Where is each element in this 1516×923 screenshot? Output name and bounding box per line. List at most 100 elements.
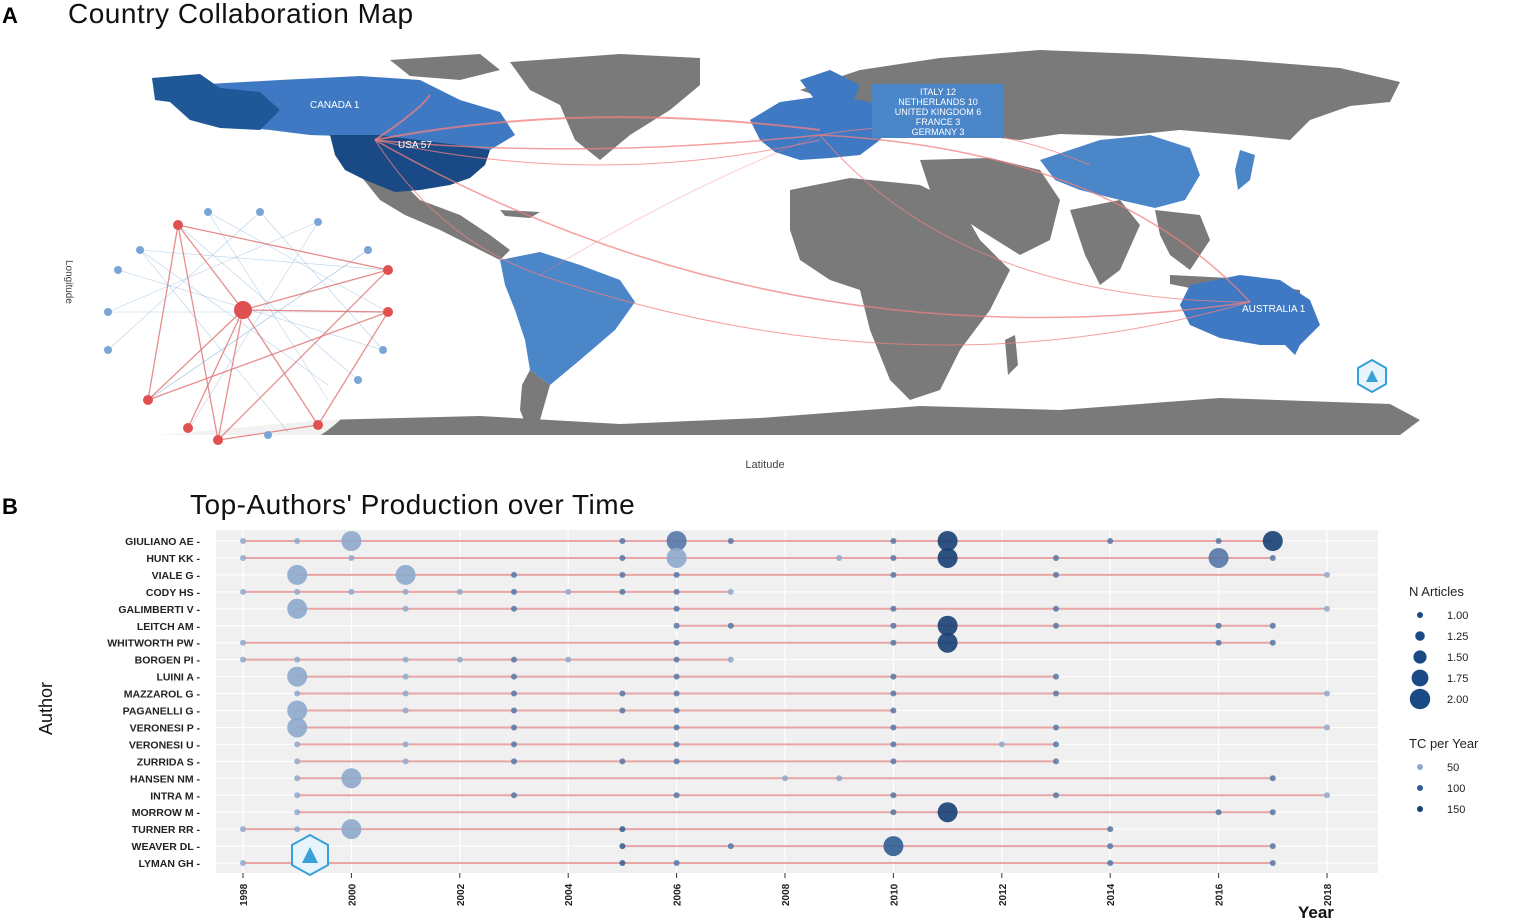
- x-tick-label: 2014: [1106, 883, 1117, 906]
- x-tick-label: 2010: [889, 883, 900, 906]
- production-point: [727, 656, 734, 663]
- production-point: [890, 554, 897, 561]
- production-point: [619, 860, 626, 867]
- author-label: INTRA M -: [150, 790, 200, 802]
- antarctica: [160, 398, 1420, 435]
- usa: [330, 135, 490, 192]
- panel-a-title: Country Collaboration Map: [68, 0, 414, 29]
- author-label: LUINI A -: [156, 672, 200, 684]
- production-point: [287, 700, 308, 721]
- production-point: [511, 571, 517, 578]
- production-point: [395, 564, 416, 585]
- production-point: [1269, 775, 1276, 782]
- production-point: [619, 538, 626, 544]
- production-point: [619, 707, 626, 714]
- author-label: CODY HS -: [146, 587, 201, 599]
- production-point: [727, 843, 734, 850]
- production-point: [1208, 547, 1229, 568]
- legend-color-swatch: [1417, 785, 1423, 791]
- europe: [750, 95, 890, 160]
- author-row: HUNT KK -: [146, 547, 1378, 568]
- author-row: BORGEN PI -: [135, 655, 1378, 667]
- label-uk: UNITED KINGDOM 6: [895, 107, 982, 117]
- production-point: [294, 809, 301, 816]
- production-point: [619, 758, 626, 765]
- production-point: [287, 666, 308, 687]
- author-label: PAGANELLI G -: [123, 706, 201, 718]
- author-label: GALIMBERTI V -: [118, 604, 200, 616]
- link-europe-australia-2: [819, 134, 1251, 303]
- link-usa-europe-3: [374, 139, 821, 166]
- label-italy: ITALY 12: [920, 87, 956, 97]
- production-point: [1215, 639, 1222, 646]
- central-america: [360, 175, 510, 260]
- production-point: [727, 622, 734, 629]
- production-point: [294, 538, 301, 544]
- middle-east: [920, 158, 1060, 255]
- author-row: ZURRIDA S -: [137, 756, 1378, 768]
- legend: N Articles 1.00 1.25 1.50 1.75 2.00 TC per Yea…: [1409, 584, 1479, 816]
- production-point: [673, 605, 680, 612]
- author-row: MORROW M -: [132, 802, 1378, 823]
- production-point: [937, 531, 958, 551]
- production-point: [1324, 690, 1330, 697]
- alaska: [152, 74, 280, 130]
- production-point: [937, 615, 958, 636]
- production-point: [1053, 554, 1059, 561]
- production-point: [1053, 622, 1059, 629]
- production-point: [456, 656, 463, 663]
- production-point: [294, 758, 301, 765]
- production-point: [1107, 843, 1114, 850]
- production-point: [1053, 758, 1059, 765]
- production-point: [890, 741, 897, 748]
- link-usa-canada: [374, 94, 431, 141]
- production-point: [511, 792, 517, 799]
- author-row: TURNER RR -: [132, 819, 1378, 840]
- map-xlabel: Latitude: [745, 459, 784, 471]
- south-america-south: [520, 370, 550, 435]
- production-point: [937, 632, 958, 653]
- label-france: FRANCE 3: [916, 117, 961, 127]
- production-point: [1215, 622, 1222, 629]
- production-point: [240, 656, 246, 663]
- production-point: [511, 673, 517, 680]
- panel-a-letter: A: [2, 3, 18, 28]
- production-point: [673, 707, 680, 714]
- link-brazil-australia: [539, 274, 1251, 346]
- production-point: [456, 588, 463, 595]
- production-point: [294, 656, 301, 663]
- author-row: HANSEN NM -: [130, 768, 1378, 789]
- author-row: CODY HS -: [146, 587, 1378, 599]
- production-point: [727, 588, 734, 595]
- production-point: [287, 717, 308, 738]
- author-label: MORROW M -: [132, 807, 201, 819]
- label-netherlands: NETHERLANDS 10: [898, 97, 978, 107]
- production-point: [511, 605, 517, 612]
- production-point: [782, 775, 788, 782]
- author-label: VERONESI U -: [129, 739, 201, 751]
- x-tick-label: 1998: [239, 883, 250, 906]
- production-point: [511, 588, 517, 595]
- production-point: [1053, 605, 1059, 612]
- production-point: [1053, 571, 1059, 578]
- production-point: [673, 639, 680, 646]
- production-point: [673, 792, 680, 799]
- legend-size-swatch: [1413, 650, 1427, 664]
- x-tick-label: 2004: [564, 883, 575, 906]
- x-ticks: 1998 2000 2002 2004 2006 2008 2010 2012 2014 2016…: [239, 873, 1334, 906]
- production-point: [890, 809, 897, 816]
- production-point: [1053, 724, 1059, 731]
- author-row: PAGANELLI G -: [123, 700, 1378, 721]
- production-point: [1269, 622, 1276, 629]
- author-label: VERONESI P -: [130, 722, 201, 734]
- production-point: [619, 554, 626, 561]
- author-row: LUINI A -: [156, 666, 1378, 687]
- legend-size-label: 1.75: [1447, 673, 1468, 685]
- author-label: HANSEN NM -: [130, 773, 201, 785]
- canada: [190, 76, 515, 150]
- production-point: [673, 673, 680, 680]
- production-point: [294, 775, 301, 782]
- production-point: [890, 639, 897, 646]
- label-germany: GERMANY 3: [912, 127, 965, 137]
- production-point: [294, 826, 301, 833]
